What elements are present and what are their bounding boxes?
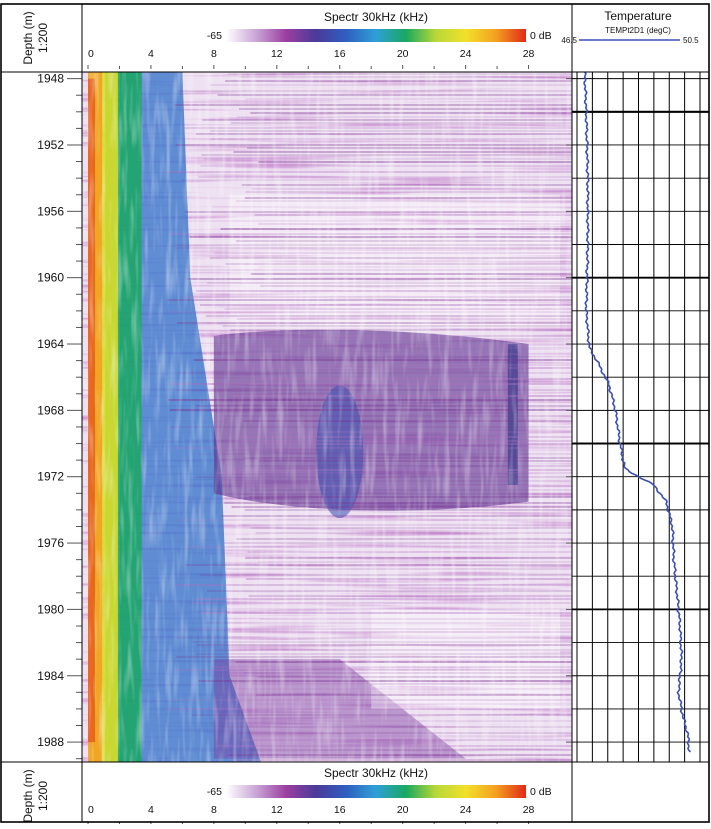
x-tick-label: 20 xyxy=(397,48,409,60)
frames xyxy=(0,3,710,823)
temperature-min-label: 46.5 xyxy=(561,36,577,45)
footer-colorbar-max-label: 0 dB xyxy=(530,786,552,798)
heatmap-grain xyxy=(82,72,572,762)
depth-tick-label: 1988 xyxy=(37,735,64,749)
temperature-header: Temperature TEMPt2D1 (degC) 46.5 50.5 xyxy=(561,9,699,45)
depth-tick-label: 1952 xyxy=(37,138,64,152)
footer-colorbar xyxy=(226,785,526,798)
spectrum-x-ticks-top: 0 4 8 12 16 20 24 28 xyxy=(87,48,535,69)
x-tick-label: 8 xyxy=(211,48,217,60)
depth-tick-label: 1980 xyxy=(37,602,64,616)
spectrum-header: Spectr 30kHz (kHz) -65 0 dB 0 4 8 12 16 20 24 2… xyxy=(87,10,552,69)
temperature-title: Temperature xyxy=(604,9,672,23)
x-tick-label: 12 xyxy=(271,804,283,816)
depth-header: Depth (m) 1:200 xyxy=(21,11,50,64)
depth-tick-label: 1984 xyxy=(37,669,64,683)
x-tick-label: 20 xyxy=(397,804,409,816)
footer-colorbar-min-label: -65 xyxy=(207,786,222,798)
x-tick-label: 8 xyxy=(211,804,217,816)
temperature-curve xyxy=(583,71,691,753)
footer: Depth (m) 1:200 Spectr 30kHz (kHz) -65 0… xyxy=(21,766,552,825)
temperature-max-label: 50.5 xyxy=(683,36,699,45)
depth-ticks: 1948 1952 1956 1960 1964 1968 1972 1976 1980 1984… xyxy=(37,72,572,760)
depth-tick-label: 1956 xyxy=(37,204,64,218)
temperature-grid xyxy=(572,72,709,762)
temperature-curve-label: TEMPt2D1 (degC) xyxy=(605,26,671,35)
x-tick-label: 0 xyxy=(88,804,94,816)
x-tick-label: 4 xyxy=(148,804,154,816)
spectrum-x-ticks-bottom: 0 4 8 12 16 20 24 28 xyxy=(87,804,535,825)
colorbar-max-label: 0 dB xyxy=(530,30,552,42)
footer-spectrum-title: Spectr 30kHz (kHz) xyxy=(324,766,428,780)
depth-axis-label: Depth (m) xyxy=(21,11,35,64)
x-tick-label: 4 xyxy=(148,48,154,60)
depth-tick-label: 1976 xyxy=(37,536,64,550)
x-tick-label: 12 xyxy=(271,48,283,60)
x-tick-label: 16 xyxy=(334,804,346,816)
x-tick-label: 24 xyxy=(460,48,472,60)
x-tick-label: 28 xyxy=(523,48,535,60)
depth-tick-label: 1948 xyxy=(37,72,64,86)
spectrum-heatmap xyxy=(82,72,572,762)
depth-tick-label: 1972 xyxy=(37,470,64,484)
depth-tick-label: 1968 xyxy=(37,403,64,417)
colorbar-min-label: -65 xyxy=(207,30,222,42)
depth-scale-label: 1:200 xyxy=(36,23,50,53)
x-tick-label: 28 xyxy=(523,804,535,816)
colorbar xyxy=(226,29,526,42)
x-tick-label: 0 xyxy=(88,48,94,60)
x-tick-label: 16 xyxy=(334,48,346,60)
spectrum-title: Spectr 30kHz (kHz) xyxy=(324,10,428,24)
depth-tick-label: 1960 xyxy=(37,271,64,285)
x-tick-label: 24 xyxy=(460,804,472,816)
footer-depth-scale-label: 1:200 xyxy=(36,781,50,811)
depth-tick-label: 1964 xyxy=(37,337,64,351)
footer-depth-axis-label: Depth (m) xyxy=(21,769,35,822)
